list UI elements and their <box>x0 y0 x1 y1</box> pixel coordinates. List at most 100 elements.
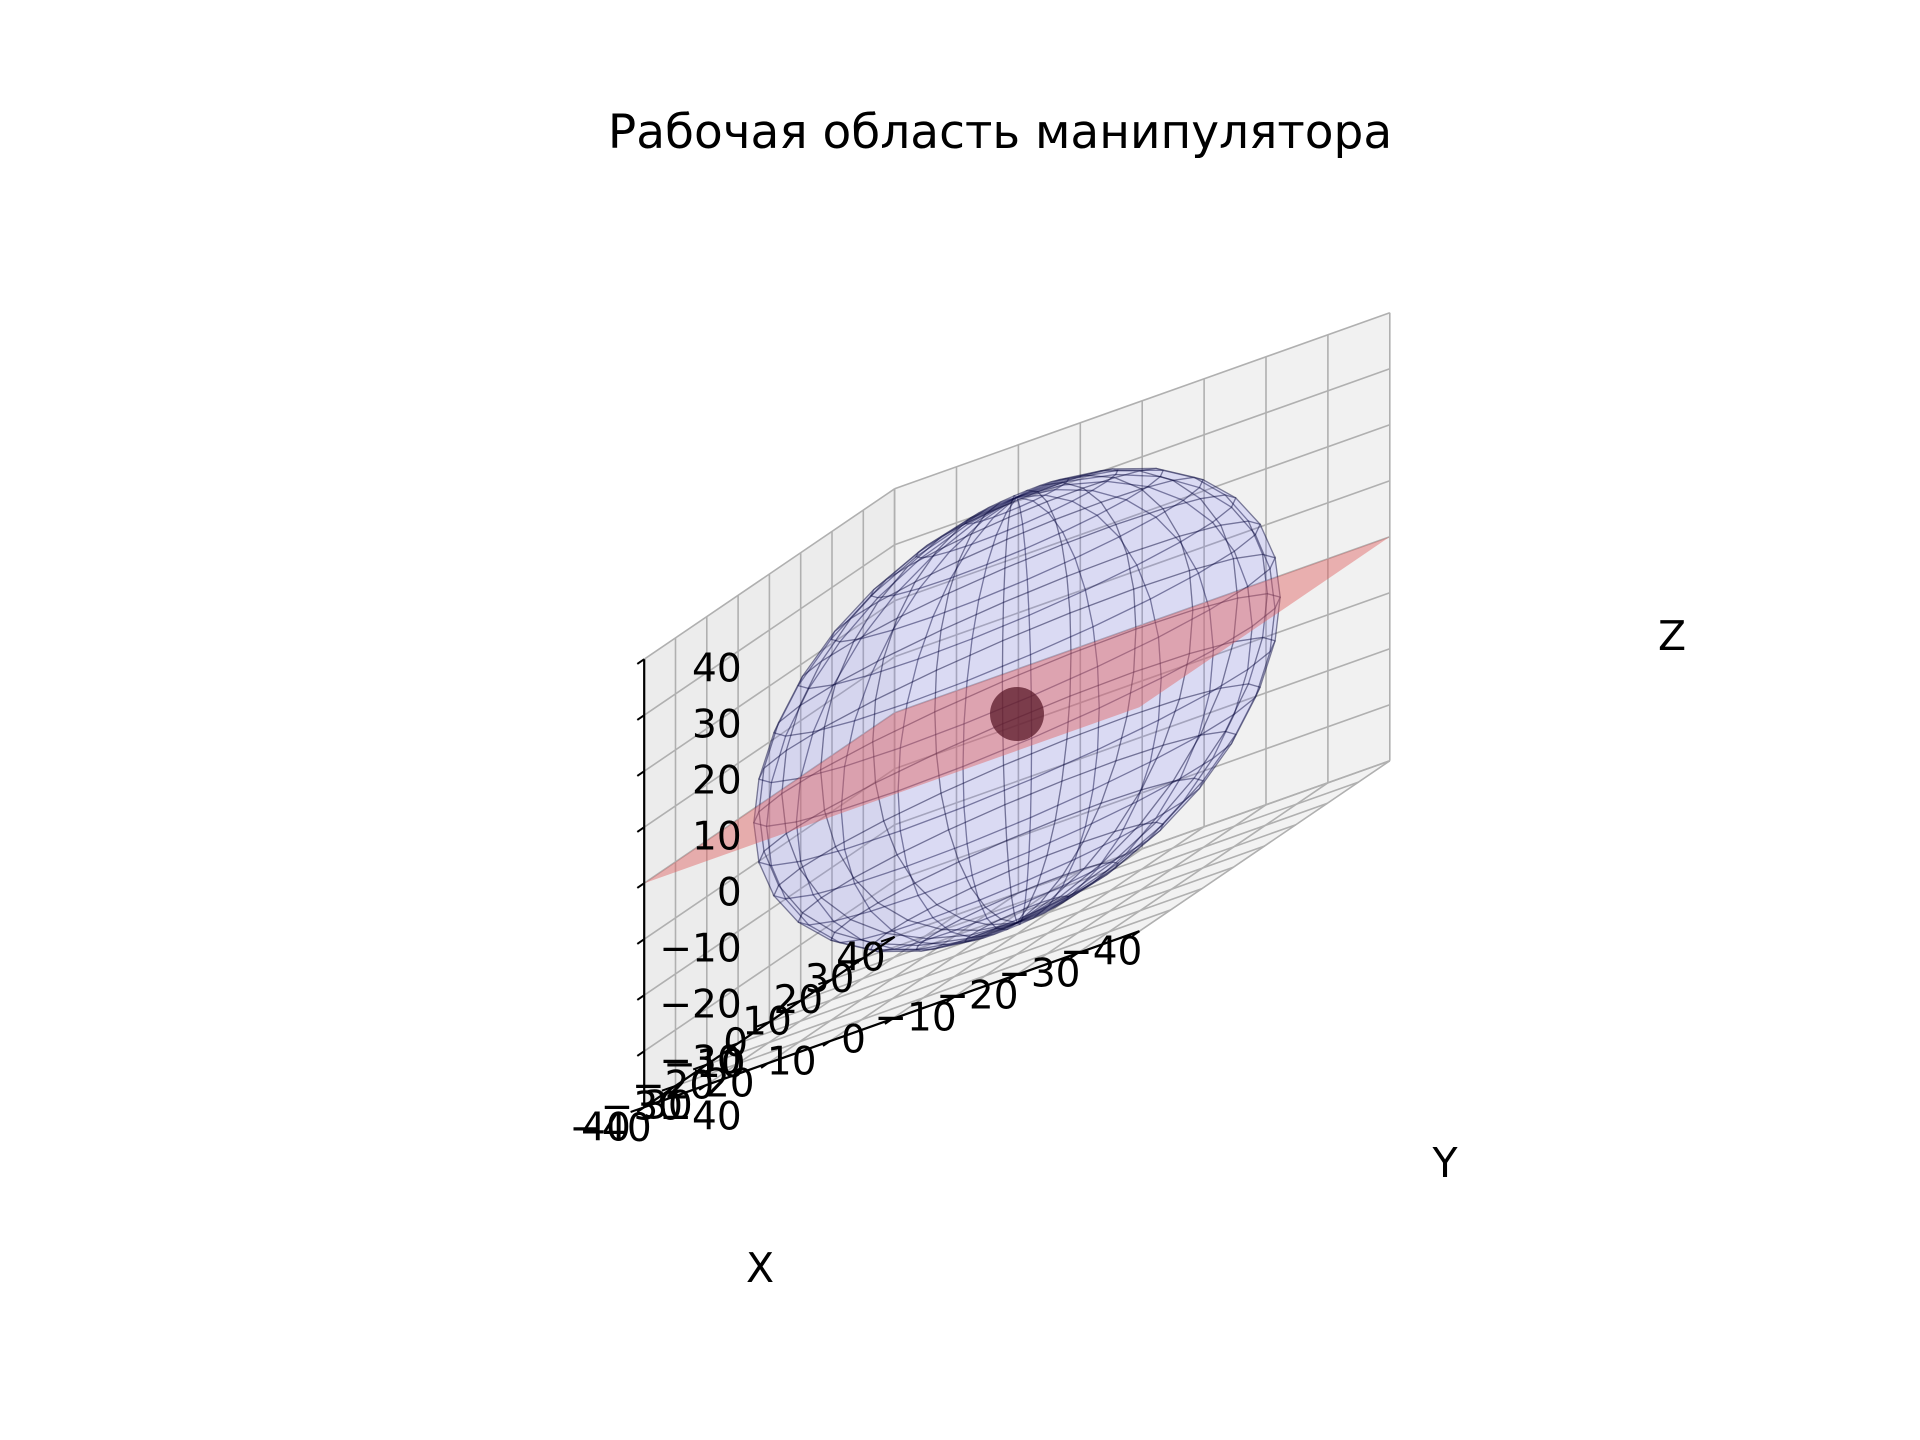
sphere-facet <box>853 658 920 722</box>
grid-line-floor-y <box>706 887 1203 1066</box>
z-tick-label: 40 <box>692 647 742 692</box>
sphere-facet <box>1012 489 1028 498</box>
sphere-facet <box>1066 469 1119 483</box>
z-tick <box>636 1050 645 1057</box>
sphere-facet <box>1036 840 1085 887</box>
sphere-facet <box>963 496 1018 525</box>
sphere-facet <box>917 543 973 590</box>
sphere-facet <box>1008 491 1049 519</box>
sphere-facet <box>1233 533 1271 588</box>
sphere-facet <box>1188 597 1239 655</box>
sphere-facet <box>799 719 856 780</box>
center-marker <box>990 687 1044 741</box>
sphere-facet <box>1112 470 1176 490</box>
sphere-facet <box>781 768 826 835</box>
grid-line-back-z <box>894 480 1391 658</box>
y-tick <box>880 935 895 943</box>
sphere-facet <box>984 894 1015 920</box>
sphere-facet <box>1021 884 1065 919</box>
axes-lines <box>630 658 1140 1113</box>
sphere-facet <box>1064 861 1120 898</box>
x-tick-label: 10 <box>767 1039 817 1084</box>
sphere-facet <box>897 722 965 792</box>
sphere-facet <box>1016 494 1046 502</box>
sphere-facet <box>1084 564 1152 628</box>
sphere-facet <box>1031 494 1075 514</box>
sphere-facet <box>1261 592 1281 642</box>
sphere-facet <box>1101 467 1157 472</box>
x-axis-label: X <box>746 1244 774 1292</box>
sphere-facet <box>1054 759 1117 822</box>
sphere-facet <box>1024 481 1063 493</box>
sphere-facet <box>1006 922 1022 931</box>
sphere-facet <box>1133 609 1194 674</box>
sphere-facet <box>1199 494 1250 526</box>
z-tick-label: 20 <box>692 759 742 804</box>
sphere-facet <box>899 679 968 749</box>
grid-line-back-z <box>894 312 1391 490</box>
sphere-facet <box>1057 861 1114 898</box>
sphere-facet <box>973 922 1018 942</box>
sphere-facet <box>1066 671 1135 741</box>
sphere-facet <box>1115 823 1164 869</box>
sphere-facet <box>1010 489 1041 504</box>
sphere-facet <box>971 578 1030 640</box>
sphere-facet <box>920 522 977 559</box>
x-tick <box>1131 930 1140 937</box>
sphere-facet <box>932 520 984 557</box>
y-tick-label: 10 <box>742 1000 792 1045</box>
sphere-facet <box>773 884 804 924</box>
sphere-facet <box>1069 628 1137 698</box>
sphere-facet <box>967 496 1018 525</box>
grid-line-floor-y <box>800 823 1297 1002</box>
sphere-facet <box>1061 523 1128 578</box>
sphere-facet <box>753 778 773 828</box>
sphere-facet <box>932 937 983 951</box>
sphere-facet <box>1157 649 1215 722</box>
sphere-facet <box>1113 780 1175 833</box>
sphere-facet <box>1016 906 1056 924</box>
y-tick-label: −30 <box>601 1085 683 1130</box>
sphere-facet <box>931 563 988 618</box>
sphere-facet <box>849 902 910 935</box>
sphere-facet <box>993 922 1018 936</box>
sphere-facet <box>958 839 1010 889</box>
z-tick <box>636 938 645 945</box>
sphere-facet <box>763 832 801 887</box>
sphere-facet <box>1115 508 1181 555</box>
sphere-facet <box>1182 486 1233 524</box>
sphere-facet <box>765 777 802 828</box>
sphere-facet <box>1092 598 1160 668</box>
sphere-facet <box>1139 467 1195 482</box>
sphere-facet <box>1061 836 1121 888</box>
sphere-facet <box>1179 521 1236 575</box>
z-axis-label: Z <box>1658 612 1686 660</box>
sphere-facet <box>1002 543 1068 604</box>
sphere-facet <box>830 939 879 953</box>
sphere-facet <box>917 874 980 919</box>
sphere-facet <box>940 567 1006 632</box>
sphere-facet <box>1015 917 1034 925</box>
sphere-facet <box>906 842 973 897</box>
sphere-facet <box>1074 800 1139 861</box>
sphere-facet <box>1016 896 1061 924</box>
sphere-facet <box>1047 500 1099 533</box>
sphere-facet <box>1096 636 1162 710</box>
sphere-facet <box>832 629 894 686</box>
sphere-facet <box>1114 698 1181 762</box>
sphere-facet <box>1004 495 1021 514</box>
sphere-facet <box>1126 535 1191 590</box>
grid-line-side-z <box>643 600 896 772</box>
sphere-facet <box>1208 585 1253 652</box>
sphere-facet <box>1046 487 1103 521</box>
x-tick <box>1008 974 1017 981</box>
sphere-facet <box>1159 469 1205 489</box>
sphere-facet <box>1140 734 1202 791</box>
sphere-facet <box>971 927 1010 939</box>
sphere-facet <box>1066 552 1135 614</box>
sphere-facet <box>829 595 880 643</box>
sphere-facet <box>850 565 909 620</box>
sphere-facet <box>785 809 837 870</box>
sphere-facet <box>1013 906 1030 925</box>
